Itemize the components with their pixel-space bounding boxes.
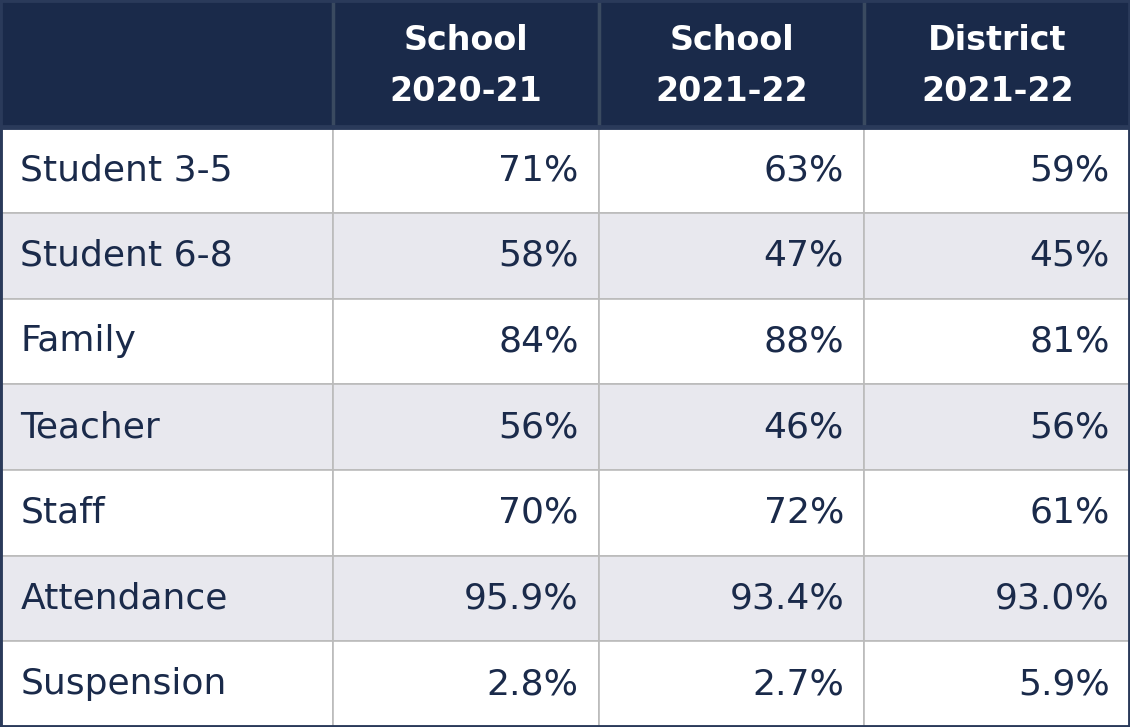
Text: 2021-22: 2021-22 bbox=[655, 75, 808, 108]
Bar bbox=[0, 385, 333, 470]
Text: Student 3-5: Student 3-5 bbox=[20, 153, 233, 187]
Bar bbox=[864, 213, 1130, 299]
Text: 46%: 46% bbox=[764, 410, 844, 444]
Bar bbox=[864, 641, 1130, 727]
Text: 56%: 56% bbox=[498, 410, 579, 444]
Text: Student 6-8: Student 6-8 bbox=[20, 238, 233, 273]
Text: 2020-21: 2020-21 bbox=[390, 75, 542, 108]
Text: 71%: 71% bbox=[498, 153, 579, 187]
Text: 58%: 58% bbox=[498, 238, 579, 273]
Text: Staff: Staff bbox=[20, 496, 105, 530]
Text: Teacher: Teacher bbox=[20, 410, 160, 444]
Text: 2.8%: 2.8% bbox=[487, 667, 579, 701]
Bar bbox=[864, 555, 1130, 641]
Bar bbox=[599, 299, 864, 385]
Text: 95.9%: 95.9% bbox=[464, 582, 579, 616]
Bar bbox=[333, 213, 599, 299]
Bar bbox=[0, 299, 333, 385]
Bar bbox=[333, 127, 599, 213]
Bar bbox=[864, 127, 1130, 213]
Text: Attendance: Attendance bbox=[20, 582, 228, 616]
Text: 59%: 59% bbox=[1029, 153, 1110, 187]
Text: 63%: 63% bbox=[764, 153, 844, 187]
Text: District: District bbox=[928, 24, 1067, 57]
Bar bbox=[0, 555, 333, 641]
Text: Family: Family bbox=[20, 324, 137, 358]
Text: 88%: 88% bbox=[764, 324, 844, 358]
Bar bbox=[864, 385, 1130, 470]
Text: 93.4%: 93.4% bbox=[729, 582, 844, 616]
Bar bbox=[0, 641, 333, 727]
Text: 81%: 81% bbox=[1029, 324, 1110, 358]
Bar bbox=[0, 213, 333, 299]
Bar bbox=[333, 470, 599, 555]
Text: 56%: 56% bbox=[1029, 410, 1110, 444]
Text: 45%: 45% bbox=[1029, 238, 1110, 273]
Text: 2.7%: 2.7% bbox=[753, 667, 844, 701]
Bar bbox=[333, 555, 599, 641]
Bar bbox=[333, 299, 599, 385]
Text: 5.9%: 5.9% bbox=[1018, 667, 1110, 701]
Bar bbox=[864, 299, 1130, 385]
Bar bbox=[333, 641, 599, 727]
Bar bbox=[599, 641, 864, 727]
Bar bbox=[864, 0, 1130, 127]
Text: 61%: 61% bbox=[1029, 496, 1110, 530]
Bar bbox=[0, 0, 333, 127]
Text: 84%: 84% bbox=[498, 324, 579, 358]
Bar bbox=[0, 470, 333, 555]
Text: 93.0%: 93.0% bbox=[994, 582, 1110, 616]
Text: 2021-22: 2021-22 bbox=[921, 75, 1074, 108]
Bar bbox=[599, 213, 864, 299]
Text: Suspension: Suspension bbox=[20, 667, 227, 701]
Bar bbox=[333, 385, 599, 470]
Bar bbox=[599, 555, 864, 641]
Bar bbox=[0, 127, 333, 213]
Bar bbox=[599, 470, 864, 555]
Text: School: School bbox=[669, 24, 794, 57]
Text: 72%: 72% bbox=[764, 496, 844, 530]
Bar bbox=[599, 127, 864, 213]
Text: 70%: 70% bbox=[498, 496, 579, 530]
Bar bbox=[864, 470, 1130, 555]
Text: School: School bbox=[403, 24, 529, 57]
Text: 47%: 47% bbox=[764, 238, 844, 273]
Bar bbox=[599, 0, 864, 127]
Bar bbox=[599, 385, 864, 470]
Bar bbox=[333, 0, 599, 127]
